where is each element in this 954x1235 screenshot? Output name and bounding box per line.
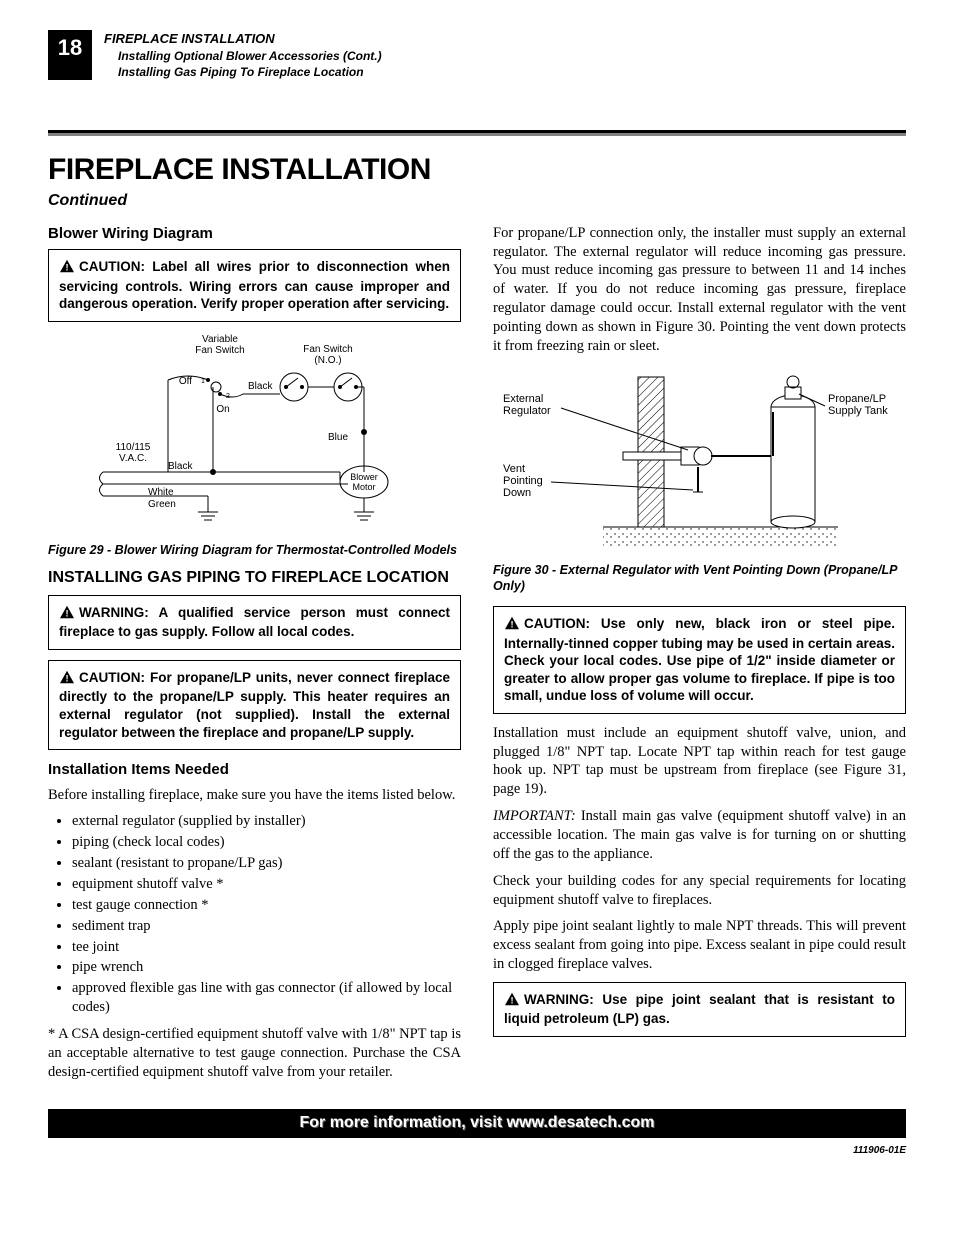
d29-black2: Black xyxy=(168,461,193,472)
d29-vac1: 110/115 xyxy=(116,442,151,453)
list-item: piping (check local codes) xyxy=(72,833,461,852)
right-intro: For propane/LP connection only, the inst… xyxy=(493,224,906,356)
d29-off: Off xyxy=(179,376,192,387)
page-number: 18 xyxy=(58,34,82,63)
warning-icon: ! xyxy=(504,992,520,1011)
d29-blue: Blue xyxy=(328,432,348,443)
d29-blower1: Blower xyxy=(350,472,378,482)
footer-bar: For more information, visit www.desatech… xyxy=(48,1109,906,1138)
list-item: tee joint xyxy=(72,938,461,957)
divider-bar xyxy=(48,130,906,136)
svg-text:!: ! xyxy=(65,608,68,618)
heading-items-needed: Installation Items Needed xyxy=(48,760,461,780)
list-item: external regulator (supplied by installe… xyxy=(72,812,461,831)
figure-30-diagram: External Regulator Vent Pointing Down Pr… xyxy=(493,372,906,558)
d30-tank1: Propane/LP xyxy=(828,393,886,405)
header-line1: FIREPLACE INSTALLATION xyxy=(104,30,382,48)
d29-black1: Black xyxy=(248,381,273,392)
heading-gas-piping: INSTALLING GAS PIPING TO FIREPLACE LOCAT… xyxy=(48,568,461,589)
d30-vent2: Pointing xyxy=(503,475,543,487)
svg-text:!: ! xyxy=(510,996,513,1006)
d30-vent1: Vent xyxy=(503,463,525,475)
warning-icon: ! xyxy=(504,616,520,635)
header-line3: Installing Gas Piping To Fireplace Locat… xyxy=(104,64,382,80)
header-line2: Installing Optional Blower Accessories (… xyxy=(104,48,382,64)
warning1-text: WARNING: A qualified service person must… xyxy=(59,605,450,640)
d29-fansw1: Fan Switch xyxy=(303,344,352,355)
page-number-box: 18 xyxy=(48,30,92,80)
caution1-text: CAUTION: Label all wires prior to discon… xyxy=(59,259,450,311)
d29-fansw2: (N.O.) xyxy=(314,355,341,366)
caution-box-3: ! CAUTION: Use only new, black iron or s… xyxy=(493,606,906,714)
items-footnote: * A CSA design-certified equipment shuto… xyxy=(48,1025,461,1082)
list-item: sealant (resistant to propane/LP gas) xyxy=(72,854,461,873)
warning-icon: ! xyxy=(59,670,75,689)
items-intro: Before installing fireplace, make sure y… xyxy=(48,786,461,805)
right-p2: IMPORTANT: Install main gas valve (equip… xyxy=(493,807,906,864)
caution-box-2: ! CAUTION: For propane/LP units, never c… xyxy=(48,660,461,750)
svg-text:!: ! xyxy=(510,620,513,630)
main-title: FIREPLACE INSTALLATION xyxy=(48,150,906,189)
d29-blower2: Motor xyxy=(352,482,375,492)
content-columns: Blower Wiring Diagram ! CAUTION: Label a… xyxy=(48,224,906,1090)
page-header: 18 FIREPLACE INSTALLATION Installing Opt… xyxy=(48,30,906,80)
right-p3: Check your building codes for any specia… xyxy=(493,872,906,910)
list-item: approved flexible gas line with gas conn… xyxy=(72,979,461,1017)
d29-var-fan2: Fan Switch xyxy=(195,345,244,356)
header-text-block: FIREPLACE INSTALLATION Installing Option… xyxy=(104,30,382,80)
list-item: equipment shutoff valve * xyxy=(72,875,461,894)
figure-29-caption: Figure 29 - Blower Wiring Diagram for Th… xyxy=(48,542,461,558)
list-item: pipe wrench xyxy=(72,958,461,977)
d29-on: On xyxy=(216,404,229,415)
d30-extreg1: External xyxy=(503,393,543,405)
d30-tank2: Supply Tank xyxy=(828,405,888,417)
left-column: Blower Wiring Diagram ! CAUTION: Label a… xyxy=(48,224,461,1090)
warning2-text: WARNING: Use pipe joint sealant that is … xyxy=(504,992,895,1027)
document-id: 111906-01E xyxy=(48,1144,906,1157)
important-lead: IMPORTANT: xyxy=(493,808,576,824)
list-item: test gauge connection * xyxy=(72,896,461,915)
d29-green: Green xyxy=(148,499,176,510)
warning-box-1: ! WARNING: A qualified service person mu… xyxy=(48,595,461,650)
warning-icon: ! xyxy=(59,259,75,278)
items-list: external regulator (supplied by installe… xyxy=(48,812,461,1016)
caution3-text: CAUTION: Use only new, black iron or ste… xyxy=(504,616,895,703)
figure-30-caption: Figure 30 - External Regulator with Vent… xyxy=(493,562,906,595)
heading-blower-wiring: Blower Wiring Diagram xyxy=(48,224,461,244)
svg-text:!: ! xyxy=(65,263,68,273)
caution2-text: CAUTION: For propane/LP units, never con… xyxy=(59,670,450,740)
figure-29-diagram: Variable Fan Switch 1 2 Off On Black Fan… xyxy=(48,332,461,538)
d29-var-fan1: Variable xyxy=(202,334,238,345)
d30-vent3: Down xyxy=(503,487,531,499)
continued-label: Continued xyxy=(48,191,906,212)
warning-icon: ! xyxy=(59,605,75,624)
caution-box-1: ! CAUTION: Label all wires prior to disc… xyxy=(48,249,461,322)
right-p1: Installation must include an equipment s… xyxy=(493,724,906,799)
right-column: For propane/LP connection only, the inst… xyxy=(493,224,906,1090)
warning-box-2: ! WARNING: Use pipe joint sealant that i… xyxy=(493,982,906,1037)
svg-text:!: ! xyxy=(65,674,68,684)
footer-text: For more information, visit www.desatech… xyxy=(299,1114,654,1131)
d30-extreg2: Regulator xyxy=(503,405,551,417)
right-p4: Apply pipe joint sealant lightly to male… xyxy=(493,917,906,974)
list-item: sediment trap xyxy=(72,917,461,936)
d29-vac2: V.A.C. xyxy=(119,453,147,464)
